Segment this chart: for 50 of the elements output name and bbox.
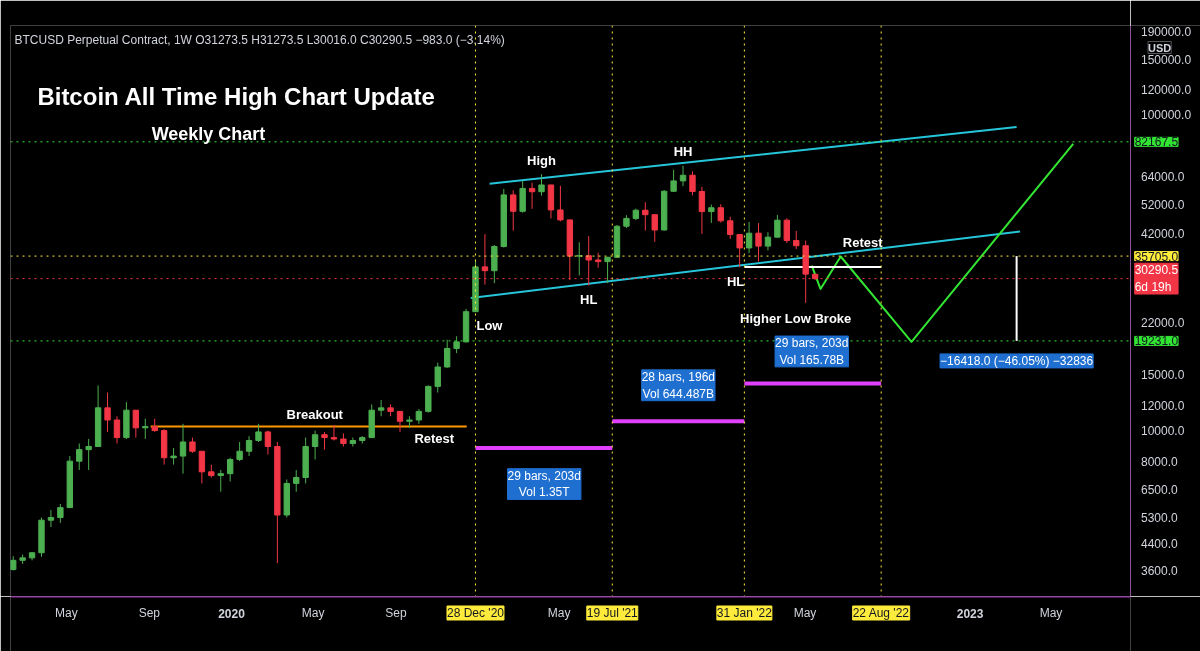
y-tick-label: 10000.0 (1141, 424, 1185, 439)
annotation: 29 bars, 203d Vol 1.35T (507, 468, 581, 500)
y-tick-label: 4400.0 (1141, 536, 1179, 551)
ref-line-label: 30290.5 6d 19h (1134, 263, 1179, 295)
ref-line-label: 19231.0 (1134, 334, 1179, 349)
annotation: HL (580, 292, 598, 308)
annotation: Low (476, 318, 504, 334)
x-tick-label: 2020 (218, 606, 246, 621)
ref-line-label: 19 Jul '21 (586, 606, 639, 620)
y-tick-label: 5300.0 (1141, 511, 1179, 526)
annotation: HL (726, 273, 745, 289)
y-tick-label: 100000.0 (1141, 108, 1192, 123)
x-tick-label: Sep (138, 606, 161, 620)
ref-line-label: 31 Jan '22 (716, 606, 773, 620)
y-tick-label: 64000.0 (1141, 169, 1185, 184)
y-tick-label: 42000.0 (1141, 227, 1185, 242)
y-tick-label: 8000.0 (1141, 454, 1179, 469)
annotation: Retest (842, 234, 884, 250)
annotation: BTCUSD Perpetual Contract, 1W O31273.5 H31273.5 L30016.0 C30290.5 −983.0 (−3.14%) (14, 32, 505, 47)
y-axis-title: USD (1148, 41, 1172, 54)
annotation: High (527, 152, 557, 168)
x-tick-label: May (55, 606, 78, 620)
annotation: Higher Low Broke (740, 311, 852, 327)
annotation: 28 bars, 196d Vol 644.487B (641, 369, 716, 401)
x-tick-label: May (301, 606, 325, 620)
y-tick-label: 190000.0 (1141, 24, 1192, 39)
text: Weekly Chart (151, 123, 266, 144)
y-tick-label: 120000.0 (1141, 83, 1192, 98)
ref-line-label: 82167.5 (1134, 135, 1179, 150)
annotation: Breakout (286, 407, 344, 422)
y-tick-label: 22000.0 (1141, 315, 1185, 330)
text: Bitcoin All Time High Chart Update (37, 83, 435, 110)
y-tick-label: 12000.0 (1141, 399, 1185, 414)
annotation: Retest (414, 431, 455, 446)
annotation: 29 bars, 203d Vol 165.78B (775, 336, 849, 367)
ref-line-label: 28 Dec '20 (446, 606, 505, 620)
y-tick-label: 15000.0 (1141, 368, 1185, 383)
y-tick-label: 3600.0 (1141, 564, 1179, 579)
annotation: −16418.0 (−46.05%) −32836 (940, 353, 1094, 368)
y-tick-label: 6500.0 (1141, 483, 1179, 498)
x-tick-label: Sep (385, 606, 407, 620)
x-tick-label: May (547, 606, 571, 620)
ref-line-label: 35705.0 (1134, 249, 1179, 264)
x-tick-label: May (1039, 606, 1063, 620)
annotation: HH (673, 144, 693, 160)
x-tick-label: 2023 (956, 606, 984, 621)
y-tick-label: 150000.0 (1141, 52, 1192, 67)
ref-line-label: 22 Aug '22 (852, 606, 910, 620)
x-tick-label: May (793, 606, 817, 620)
y-tick-label: 52000.0 (1141, 198, 1185, 213)
